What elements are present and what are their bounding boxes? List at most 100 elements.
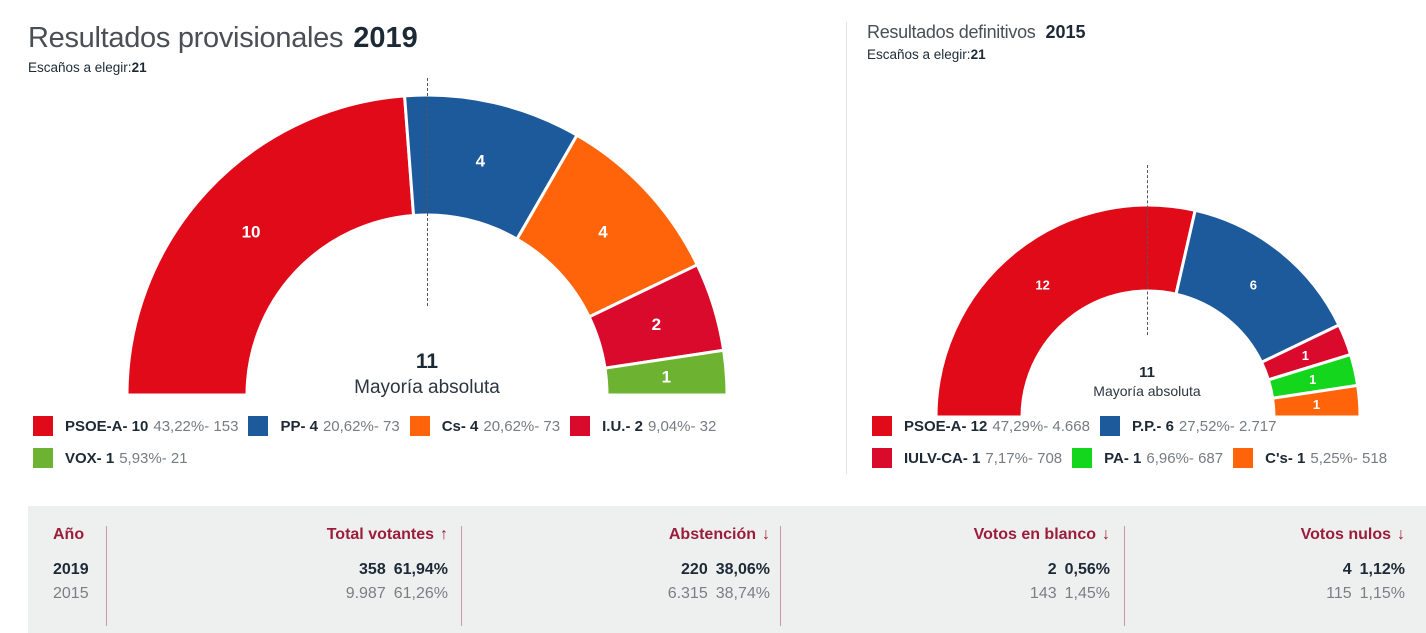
legend-party-seats: I.U.- 2 — [602, 417, 643, 435]
divider — [461, 526, 462, 626]
majority-label: Mayoría absoluta — [1093, 383, 1201, 399]
results-2015-panel: Resultados definitivos 2015 Escaños a ele… — [846, 22, 1426, 474]
legend-swatch — [872, 416, 892, 436]
chart-title: Resultados definitivos 2015 — [867, 22, 1086, 43]
legend-2019: PSOE-A- 10 43,22%- 153 PP- 4 20,62%- 73 Cs- … — [33, 410, 793, 474]
null-pct-2019: 1,12% — [1359, 561, 1405, 578]
legend-swatch — [872, 448, 892, 468]
blank-pct-2015: 1,45% — [1064, 585, 1110, 602]
legend-swatch — [33, 448, 53, 468]
divider — [1124, 526, 1125, 626]
hemicycle-chart-2019: 10 4 4 2 1 — [125, 93, 729, 397]
majority-line — [1147, 165, 1148, 335]
abstention-pct-2015: 38,74% — [715, 585, 770, 602]
null-2015: 115 — [1326, 585, 1352, 602]
seats-total: 21 — [131, 60, 147, 75]
legend-item-psoe-a: PSOE-A- 10 43,22%- 153 — [33, 410, 238, 442]
majority-value: 11 — [415, 350, 439, 373]
turnout-stats-table: Año 2019 2015 Total votantes ↑ 358 61,94% … — [28, 506, 1426, 633]
legend-percent-votes: 47,29%- 4.668 — [992, 417, 1090, 435]
legend-percent-votes: 20,62%- 73 — [483, 417, 561, 435]
majority-line — [427, 78, 428, 306]
legend-percent-votes: 5,93%- 21 — [119, 449, 188, 467]
legend-swatch — [248, 416, 269, 436]
row-2015-year: 2015 — [53, 585, 89, 602]
seat-count-label-c-s: 1 — [1313, 397, 1320, 412]
legend-2015: PSOE-A- 12 47,29%- 4.668 P.P.- 6 27,52%- 2.… — [872, 410, 1426, 474]
col-blank-votes: Votos en blanco ↓ 2 0,56% 143 1,45% — [793, 526, 1110, 626]
legend-item-vox: VOX- 1 5,93%- 21 — [33, 442, 188, 474]
seat-count-label-p-p: 6 — [1250, 277, 1257, 292]
majority-value: 11 — [1139, 364, 1155, 381]
legend-percent-votes: 20,62%- 73 — [322, 417, 400, 435]
total-2019: 358 — [359, 561, 386, 578]
seat-count-label-pa: 1 — [1309, 372, 1316, 387]
col-null-votes: Votos nulos ↓ 4 1,12% 115 1,15% — [1138, 526, 1405, 626]
legend-item-i-u: I.U.- 2 9,04%- 32 — [570, 410, 716, 442]
null-2019: 4 — [1342, 561, 1352, 578]
legend-percent-votes: 7,17%- 708 — [985, 449, 1063, 467]
legend-item-cs: Cs- 4 20,62%- 73 — [409, 410, 561, 442]
legend-party-seats: P.P.- 6 — [1131, 417, 1174, 435]
legend-item-iulv-ca: IULV-CA- 1 7,17%- 708 — [872, 442, 1062, 474]
blank-2015: 143 — [1029, 585, 1057, 602]
header-blank-votes: Votos en blanco — [973, 526, 1096, 543]
results-2019-panel: Resultados provisionales 2019 Escaños a e… — [0, 0, 840, 500]
seat-count-label-i-u: 2 — [652, 315, 661, 334]
legend-party-seats: Cs- 4 — [441, 417, 479, 435]
divider — [106, 526, 107, 626]
arrow-down-icon: ↓ — [1102, 526, 1110, 543]
legend-item-p-p: P.P.- 6 27,52%- 2.717 — [1099, 410, 1277, 442]
legend-percent-votes: 27,52%- 2.717 — [1178, 417, 1277, 435]
title-year: 2019 — [353, 22, 418, 54]
majority-label: Mayoría absoluta — [354, 377, 500, 398]
legend-party-seats: PA- 1 — [1104, 449, 1142, 467]
blank-2019: 2 — [1047, 561, 1057, 578]
legend-percent-votes: 6,96%- 687 — [1146, 449, 1224, 467]
blank-pct-2019: 0,56% — [1064, 561, 1110, 578]
col-abstention: Abstención ↓ 220 38,06% 6.315 38,74% — [473, 526, 770, 626]
header-year: Año — [53, 526, 85, 543]
row-2019-year: 2019 — [53, 561, 89, 578]
legend-percent-votes: 43,22%- 153 — [153, 417, 239, 435]
seats-label: Escaños a elegir: — [28, 60, 132, 75]
title-text: Resultados provisionales — [28, 22, 344, 54]
legend-swatch — [33, 416, 53, 436]
seat-count-label-psoe-a: 10 — [242, 222, 261, 241]
total-pct-2015: 61,26% — [393, 585, 448, 602]
divider — [780, 526, 781, 626]
legend-swatch — [570, 416, 591, 436]
seat-segment-vox[interactable] — [603, 348, 729, 397]
seats-to-elect: Escaños a elegir:21 — [28, 60, 147, 75]
abstention-pct-2019: 38,06% — [715, 561, 770, 578]
title-text: Resultados definitivos — [867, 22, 1036, 42]
seats-to-elect: Escaños a elegir:21 — [867, 47, 986, 62]
seat-segment-c-s[interactable] — [1270, 383, 1362, 419]
seat-count-label-iulv-ca: 1 — [1302, 348, 1309, 363]
legend-party-seats: PP- 4 — [280, 417, 318, 435]
arrow-up-icon: ↑ — [440, 526, 448, 543]
seat-count-label-pp: 4 — [476, 152, 486, 171]
seat-segment-psoe-a[interactable] — [934, 203, 1197, 419]
seat-count-label-vox: 1 — [662, 368, 671, 387]
arrow-down-icon: ↓ — [1397, 526, 1405, 543]
null-pct-2015: 1,15% — [1359, 585, 1405, 602]
legend-party-seats: VOX- 1 — [65, 449, 115, 467]
seat-segment-psoe-a[interactable] — [125, 94, 416, 397]
total-pct-2019: 61,94% — [393, 561, 448, 578]
legend-party-seats: PSOE-A- 10 — [65, 417, 149, 435]
legend-swatch — [1072, 448, 1093, 468]
chart-title: Resultados provisionales 2019 — [28, 22, 418, 55]
arrow-down-icon: ↓ — [762, 526, 770, 543]
legend-party-seats: PSOE-A- 12 — [904, 417, 988, 435]
abstention-2019: 220 — [681, 561, 708, 578]
header-total-voters: Total votantes — [326, 526, 434, 543]
legend-party-seats: IULV-CA- 1 — [904, 449, 981, 467]
seat-count-label-psoe-a: 12 — [1035, 277, 1049, 292]
legend-party-seats: C's- 1 — [1265, 449, 1306, 467]
legend-item-c-s: C's- 1 5,25%- 518 — [1233, 442, 1387, 474]
col-total-voters: Total votantes ↑ 358 61,94% 9.987 61,26% — [118, 526, 448, 626]
seat-count-label-cs: 4 — [598, 222, 608, 241]
legend-percent-votes: 5,25%- 518 — [1310, 449, 1388, 467]
